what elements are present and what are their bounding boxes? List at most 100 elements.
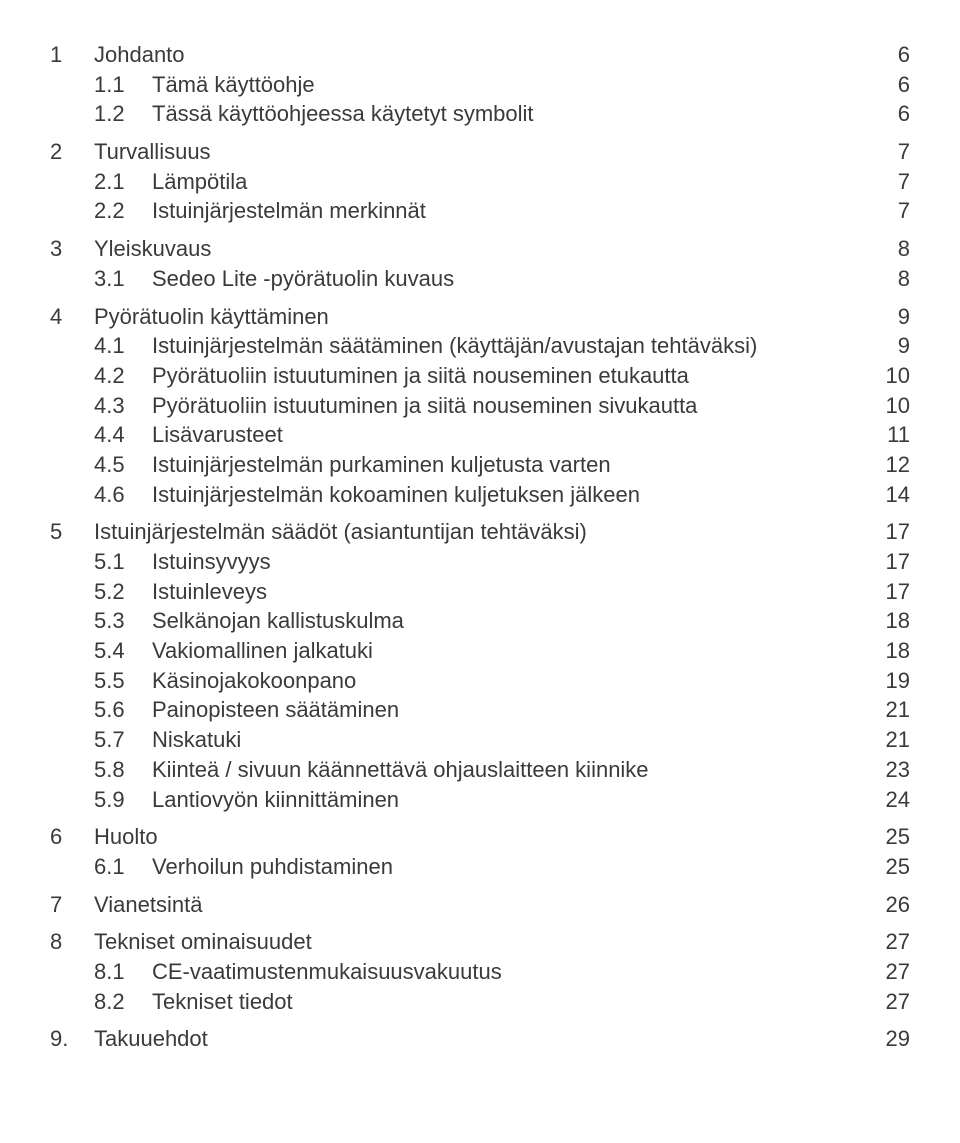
- toc-subsection-title: Pyörätuoliin istuutuminen ja siitä nouse…: [152, 391, 860, 421]
- toc-subsection-title: Istuinsyvyys: [152, 547, 860, 577]
- toc-page-number: 17: [860, 577, 910, 607]
- toc-subsection-number: 4.6: [94, 480, 152, 510]
- table-of-contents: 1Johdanto61.1Tämä käyttöohje61.2Tässä kä…: [50, 40, 910, 1054]
- toc-page-number: 27: [860, 957, 910, 987]
- toc-subsection-number: 1.2: [94, 99, 152, 129]
- toc-page-number: 17: [860, 517, 910, 547]
- toc-subsection-title: Istuinleveys: [152, 577, 860, 607]
- toc-section-title: Johdanto: [94, 40, 860, 70]
- toc-subsection-number: 2.1: [94, 167, 152, 197]
- toc-subsection-title: Lantiovyön kiinnittäminen: [152, 785, 860, 815]
- toc-subsection-title: Pyörätuoliin istuutuminen ja siitä nouse…: [152, 361, 860, 391]
- toc-section: 7Vianetsintä26: [50, 890, 910, 920]
- toc-subsection-number: 4.2: [94, 361, 152, 391]
- toc-entry: 9.Takuuehdot29: [50, 1024, 910, 1054]
- toc-entry: 8Tekniset ominaisuudet27: [50, 927, 910, 957]
- toc-section-title: Yleiskuvaus: [94, 234, 860, 264]
- toc-section-number: 6: [50, 822, 94, 852]
- toc-page-number: 18: [860, 636, 910, 666]
- toc-section: 2Turvallisuus72.1Lämpötila72.2Istuinjärj…: [50, 137, 910, 226]
- toc-subentry: 2.2Istuinjärjestelmän merkinnät7: [50, 196, 910, 226]
- toc-subentry: 8.2Tekniset tiedot27: [50, 987, 910, 1017]
- toc-entry: 3Yleiskuvaus8: [50, 234, 910, 264]
- toc-subentry: 4.4Lisävarusteet11: [50, 420, 910, 450]
- toc-section-number: 5: [50, 517, 94, 547]
- toc-page-number: 23: [860, 755, 910, 785]
- toc-subsection-title: Istuinjärjestelmän säätäminen (käyttäjän…: [152, 331, 860, 361]
- toc-entry: 4Pyörätuolin käyttäminen9: [50, 302, 910, 332]
- toc-subsection-title: Istuinjärjestelmän merkinnät: [152, 196, 860, 226]
- toc-page-number: 24: [860, 785, 910, 815]
- toc-section: 9.Takuuehdot29: [50, 1024, 910, 1054]
- toc-page-number: 29: [860, 1024, 910, 1054]
- toc-subsection-number: 4.4: [94, 420, 152, 450]
- toc-entry: 1Johdanto6: [50, 40, 910, 70]
- toc-subsection-number: 4.5: [94, 450, 152, 480]
- toc-subentry: 5.7Niskatuki21: [50, 725, 910, 755]
- toc-subsection-number: 5.5: [94, 666, 152, 696]
- toc-subentry: 5.1Istuinsyvyys17: [50, 547, 910, 577]
- toc-section-number: 3: [50, 234, 94, 264]
- toc-subsection-title: Tekniset tiedot: [152, 987, 860, 1017]
- toc-page-number: 8: [860, 234, 910, 264]
- toc-page-number: 6: [860, 40, 910, 70]
- toc-section-title: Istuinjärjestelmän säädöt (asiantuntijan…: [94, 517, 860, 547]
- toc-subsection-title: Vakiomallinen jalkatuki: [152, 636, 860, 666]
- toc-page-number: 25: [860, 852, 910, 882]
- toc-section-number: 7: [50, 890, 94, 920]
- toc-page-number: 14: [860, 480, 910, 510]
- toc-subentry: 5.9Lantiovyön kiinnittäminen24: [50, 785, 910, 815]
- toc-subsection-number: 8.1: [94, 957, 152, 987]
- toc-page-number: 18: [860, 606, 910, 636]
- toc-subsection-number: 5.8: [94, 755, 152, 785]
- toc-subsection-title: Lisävarusteet: [152, 420, 860, 450]
- toc-subsection-number: 5.2: [94, 577, 152, 607]
- toc-subsection-title: Tämä käyttöohje: [152, 70, 860, 100]
- toc-page-number: 6: [860, 70, 910, 100]
- toc-section: 8Tekniset ominaisuudet278.1CE-vaatimuste…: [50, 927, 910, 1016]
- toc-page-number: 19: [860, 666, 910, 696]
- toc-subsection-number: 4.1: [94, 331, 152, 361]
- toc-subsection-number: 5.9: [94, 785, 152, 815]
- toc-subentry: 5.2Istuinleveys17: [50, 577, 910, 607]
- toc-subentry: 5.3Selkänojan kallistuskulma18: [50, 606, 910, 636]
- toc-page-number: 26: [860, 890, 910, 920]
- toc-subsection-title: Istuinjärjestelmän kokoaminen kuljetukse…: [152, 480, 860, 510]
- toc-subentry: 1.2Tässä käyttöohjeessa käytetyt symboli…: [50, 99, 910, 129]
- toc-subsection-title: Kiinteä / sivuun käännettävä ohjauslaitt…: [152, 755, 860, 785]
- toc-subsection-number: 1.1: [94, 70, 152, 100]
- toc-section: 4Pyörätuolin käyttäminen94.1Istuinjärjes…: [50, 302, 910, 510]
- toc-section: 3Yleiskuvaus83.1Sedeo Lite -pyörätuolin …: [50, 234, 910, 293]
- toc-entry: 7Vianetsintä26: [50, 890, 910, 920]
- toc-subsection-title: Verhoilun puhdistaminen: [152, 852, 860, 882]
- toc-section: 1Johdanto61.1Tämä käyttöohje61.2Tässä kä…: [50, 40, 910, 129]
- toc-subentry: 4.2Pyörätuoliin istuutuminen ja siitä no…: [50, 361, 910, 391]
- toc-page-number: 11: [860, 420, 910, 450]
- toc-section-title: Vianetsintä: [94, 890, 860, 920]
- toc-subsection-number: 5.3: [94, 606, 152, 636]
- toc-subsection-title: Istuinjärjestelmän purkaminen kuljetusta…: [152, 450, 860, 480]
- toc-page-number: 9: [860, 331, 910, 361]
- toc-page-number: 7: [860, 167, 910, 197]
- toc-section: 6Huolto256.1Verhoilun puhdistaminen25: [50, 822, 910, 881]
- toc-subsection-title: Käsinojakokoonpano: [152, 666, 860, 696]
- toc-entry: 2Turvallisuus7: [50, 137, 910, 167]
- toc-page-number: 7: [860, 196, 910, 226]
- toc-section-title: Turvallisuus: [94, 137, 860, 167]
- toc-section-number: 2: [50, 137, 94, 167]
- toc-section-title: Huolto: [94, 822, 860, 852]
- toc-page-number: 17: [860, 547, 910, 577]
- toc-section-number: 4: [50, 302, 94, 332]
- toc-section-title: Takuuehdot: [94, 1024, 860, 1054]
- toc-subentry: 3.1Sedeo Lite -pyörätuolin kuvaus8: [50, 264, 910, 294]
- toc-subsection-number: 5.1: [94, 547, 152, 577]
- toc-subsection-number: 4.3: [94, 391, 152, 421]
- toc-subsection-title: Painopisteen säätäminen: [152, 695, 860, 725]
- toc-subsection-number: 5.7: [94, 725, 152, 755]
- toc-page-number: 8: [860, 264, 910, 294]
- toc-page-number: 6: [860, 99, 910, 129]
- toc-subsection-number: 5.4: [94, 636, 152, 666]
- toc-page-number: 10: [860, 391, 910, 421]
- toc-subsection-title: Sedeo Lite -pyörätuolin kuvaus: [152, 264, 860, 294]
- toc-subsection-number: 8.2: [94, 987, 152, 1017]
